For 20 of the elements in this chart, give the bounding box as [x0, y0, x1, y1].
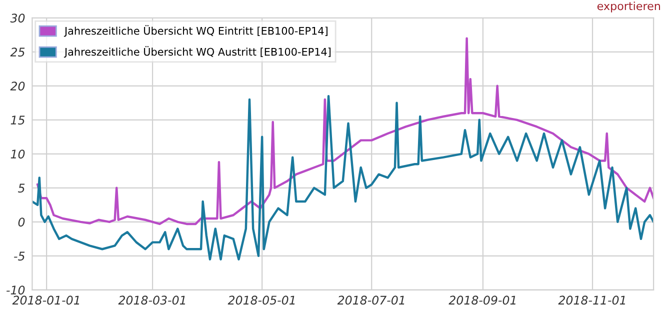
x-tick-label: 2018-03-01 — [118, 296, 186, 305]
y-tick-label: 5 — [18, 184, 25, 193]
x-tick-label: 2018-09-01 — [448, 296, 516, 305]
legend-label: Jahreszeitliche Übersicht WQ Eintritt [EB100-EP14] — [64, 25, 328, 37]
x-tick-label: 2018-01-01 — [12, 296, 80, 305]
x-tick-label: 2018-05-01 — [228, 296, 295, 305]
y-tick-label: 15 — [10, 116, 25, 125]
legend-label: Jahreszeitliche Übersicht WQ Austritt [EB100-EP14] — [64, 46, 331, 58]
y-tick-label: 20 — [10, 82, 25, 91]
line-series — [32, 95, 654, 260]
x-tick-label: 2018-11-01 — [558, 296, 626, 305]
y-tick-label: -10 — [6, 286, 25, 295]
x-tick-label: 2018-07-01 — [337, 296, 404, 305]
text: exportieren — [597, 2, 660, 12]
line-series — [36, 37, 654, 226]
y-tick-label: 10 — [10, 150, 25, 159]
y-tick-label: -5 — [14, 252, 25, 261]
y-tick-label: 25 — [10, 48, 25, 57]
y-tick-label: 0 — [18, 218, 25, 227]
y-tick-label: 30 — [10, 14, 25, 23]
